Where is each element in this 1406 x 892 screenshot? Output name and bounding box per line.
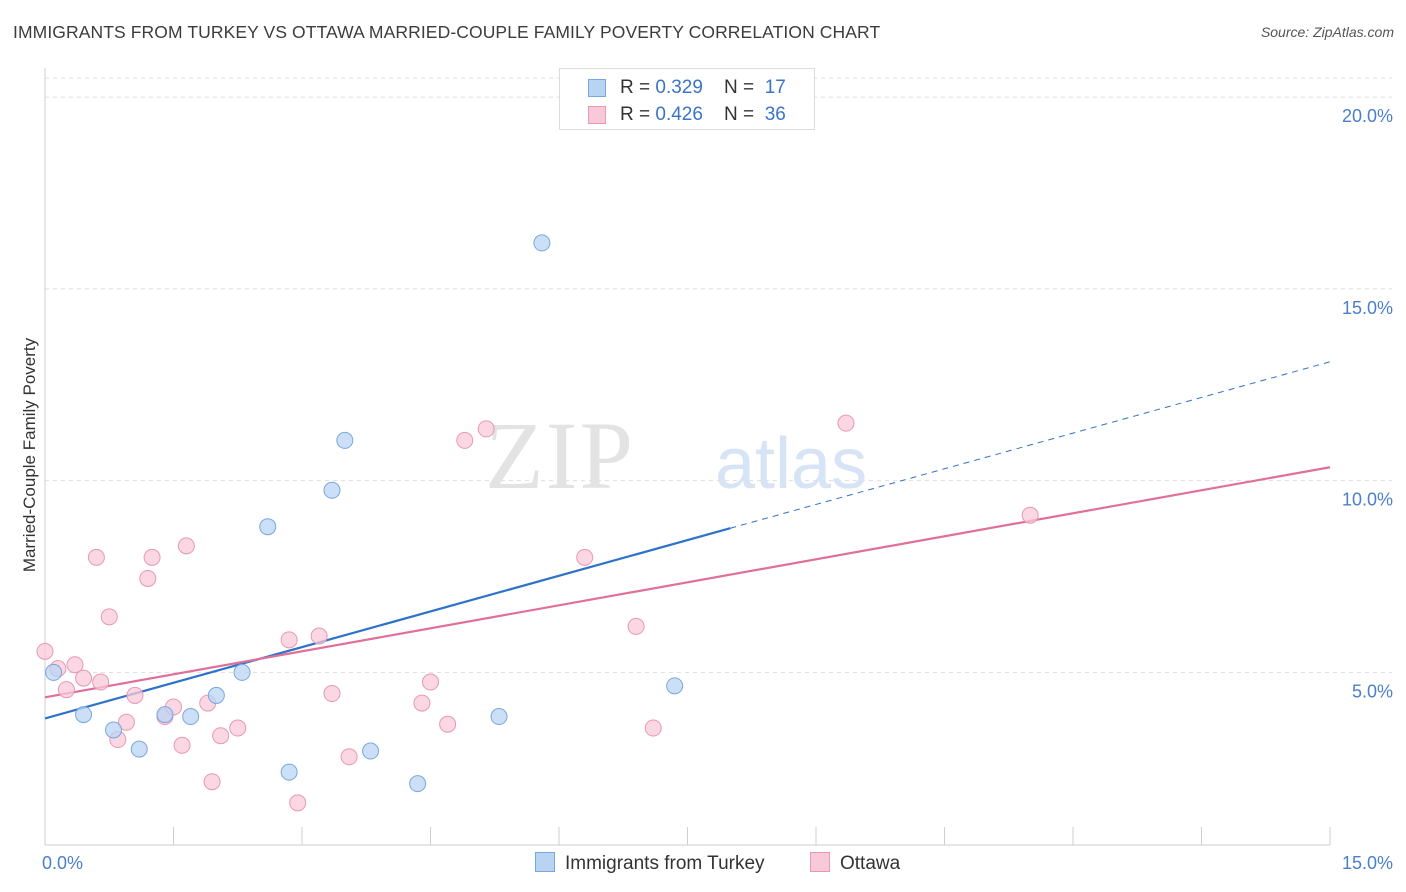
turkey-point [130, 740, 148, 758]
turkey-point [323, 481, 341, 499]
ottawa-point [57, 681, 75, 699]
ottawa-point [143, 548, 161, 566]
ottawa-point [323, 685, 341, 703]
ottawa-point [203, 773, 221, 791]
r-label: R = [620, 104, 656, 125]
r-label: R = [620, 77, 656, 98]
r-value-ottawa: 0.426 [655, 104, 703, 125]
trend-line-turkey-extrapolated [730, 361, 1331, 529]
ottawa-point [340, 748, 358, 766]
watermark-atlas: atlas [715, 424, 867, 504]
n-value-turkey: 17 [764, 77, 786, 98]
y-tick-label: 5.0% [1352, 681, 1393, 701]
ottawa-point [177, 537, 195, 555]
ottawa-point [36, 642, 54, 660]
ottawa-point [1021, 506, 1039, 524]
y-tick-label: 20.0% [1342, 106, 1393, 126]
trend-line-turkey [44, 527, 731, 720]
ottawa-point [576, 548, 594, 566]
turkey-point [280, 763, 298, 781]
turkey-point [207, 686, 225, 704]
y-tick-label: 15.0% [1342, 298, 1393, 318]
ottawa-point [413, 694, 431, 712]
turkey-legend-label: Immigrants from Turkey [565, 853, 765, 874]
turkey-point [75, 706, 93, 724]
ottawa-point [477, 420, 495, 438]
ottawa-point [280, 631, 298, 649]
ottawa-point [139, 569, 157, 587]
ottawa-point [627, 617, 645, 635]
legend-item-ottawa[interactable]: Ottawa [810, 852, 900, 875]
ottawa-point [229, 719, 247, 737]
ottawa-point [644, 719, 662, 737]
ottawa-point [66, 656, 84, 674]
turkey-point [233, 663, 251, 681]
turkey-legend-swatch [535, 852, 555, 872]
x-tick-label: 0.0% [42, 853, 83, 873]
ottawa-point [310, 627, 328, 645]
turkey-point [409, 775, 427, 793]
chart-title: IMMIGRANTS FROM TURKEY VS OTTAWA MARRIED… [13, 22, 881, 42]
ottawa-point [126, 686, 144, 704]
turkey-point [533, 234, 551, 252]
ottawa-legend-label: Ottawa [840, 853, 901, 874]
ottawa-point [456, 431, 474, 449]
stats-legend: R = 0.329 N = 17 R = 0.426 N = 36 [559, 68, 815, 130]
ottawa-point [212, 727, 230, 745]
ottawa-point [87, 548, 105, 566]
ottawa-point [75, 669, 93, 687]
legend-item-turkey[interactable]: Immigrants from Turkey [535, 852, 765, 875]
y-tick-label: 10.0% [1342, 490, 1393, 510]
n-label: N = [724, 77, 760, 98]
turkey-point [156, 706, 174, 724]
ottawa-point [837, 414, 855, 432]
turkey-point [259, 518, 277, 536]
watermark: ZIP atlas [485, 402, 867, 509]
turkey-point [105, 721, 123, 739]
x-tick-label: 15.0% [1342, 853, 1393, 873]
turkey-point [336, 431, 354, 449]
turkey-point [45, 663, 63, 681]
ottawa-point [173, 736, 191, 754]
ottawa-point [92, 673, 110, 691]
ottawa-swatch [588, 106, 606, 124]
watermark-zip: ZIP [485, 402, 635, 509]
ottawa-point [117, 713, 135, 731]
ottawa-legend-swatch [810, 852, 830, 872]
turkey-swatch [588, 79, 606, 97]
turkey-point [666, 677, 684, 695]
y-axis-label: Married-Couple Family Poverty [20, 337, 39, 573]
n-value-ottawa: 36 [764, 104, 786, 125]
n-label: N = [724, 104, 760, 125]
ottawa-point [100, 608, 118, 626]
chart-source: Source: ZipAtlas.com [1260, 24, 1394, 40]
turkey-point [182, 708, 200, 726]
turkey-point [490, 708, 508, 726]
trend-line-ottawa [44, 466, 1331, 699]
r-value-turkey: 0.329 [655, 77, 703, 98]
ottawa-point [422, 673, 439, 691]
ottawa-point [439, 715, 457, 733]
ottawa-point [289, 794, 307, 812]
turkey-point [362, 742, 380, 760]
